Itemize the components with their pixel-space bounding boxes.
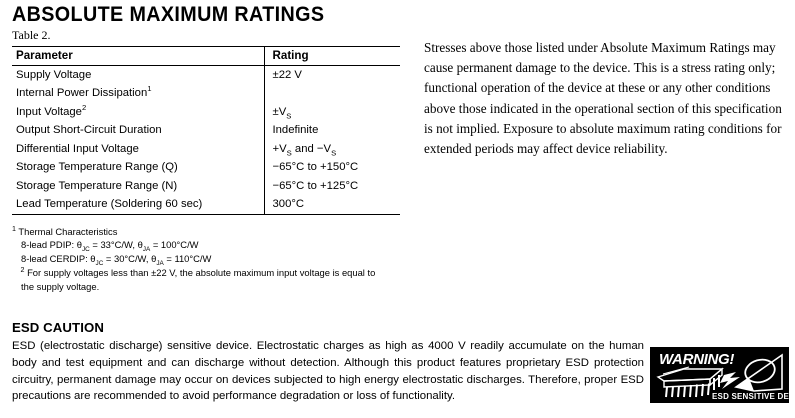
table-row: Differential Input Voltage +VS and −VS (12, 139, 400, 159)
esd-warning-icon: WARNING! (650, 347, 789, 403)
esd-caution-section: ESD CAUTION ESD (electrostatic discharge… (12, 320, 644, 405)
page-title: ABSOLUTE MAXIMUM RATINGS (12, 3, 325, 26)
footnote-reference: 1 (147, 84, 152, 94)
table-caption: Table 2. (12, 28, 51, 43)
footnotes: 1 Thermal Characteristics 8-lead PDIP: θ… (12, 225, 387, 294)
cell-rating: +VS and −VS (263, 139, 400, 159)
cell-rating (263, 84, 400, 103)
table-row: Storage Temperature Range (Q) −65°C to +1… (12, 158, 400, 177)
table-row: Internal Power Dissipation1 (12, 84, 400, 103)
footnote-reference: 2 (81, 103, 87, 113)
footnote-2-marker: 2 (20, 265, 25, 274)
footnote-1-marker: 1 (12, 224, 16, 233)
cell-rating: Indefinite (263, 121, 400, 140)
cell-rating: ±22 V (263, 65, 400, 85)
esd-caution-body: ESD (electrostatic discharge) sensitive … (12, 340, 644, 403)
cell-parameter: Supply Voltage (16, 68, 92, 81)
theta-subscript: JC (81, 246, 90, 254)
table-row: Input Voltage2 ±VS (12, 102, 400, 122)
esd-caution-heading: ESD CAUTION (12, 320, 104, 335)
warning-icon-label: WARNING! (659, 351, 734, 368)
cell-parameter: Output Short-Circuit Duration (16, 124, 162, 137)
column-header-rating: Rating (263, 45, 400, 66)
cell-parameter: Lead Temperature (Soldering 60 sec) (12, 195, 264, 215)
ratings-column: ABSOLUTE MAXIMUM RATINGS Table 2. Parame… (12, 3, 400, 294)
footnote-pdip: 8-lead PDIP: θJC = 33°C/W, θJA = 100°C/W (12, 238, 387, 254)
table-row: Lead Temperature (Soldering 60 sec) 300°C (12, 195, 400, 215)
cell-parameter: Storage Temperature Range (N) (16, 179, 178, 192)
cell-rating: ±VS (263, 102, 400, 122)
cell-rating: −65°C to +150°C (263, 158, 400, 177)
lightning-bolt-icon (720, 372, 740, 389)
table-row: Storage Temperature Range (N) −65°C to +1… (12, 176, 400, 196)
subscript-s: S (331, 148, 337, 158)
footnote-2-text: For supply voltages less than ±22 V, the… (21, 266, 376, 292)
footnote-pdip-text: 8-lead PDIP: θJC = 33°C/W, θJA = 100°C/W (21, 239, 199, 254)
cell-parameter: Internal Power Dissipation1 (16, 84, 152, 100)
stress-note-paragraph: Stresses above those listed under Absolu… (424, 40, 782, 156)
table-row: Supply Voltage ±22 V (12, 65, 400, 85)
footnote-2: 2 For supply voltages less than ±22 V, t… (12, 266, 387, 293)
footnote-1-title: 1 Thermal Characteristics (12, 225, 387, 239)
cell-rating: 300°C (263, 195, 400, 215)
column-header-parameter: Parameter (12, 45, 264, 66)
cell-parameter: Differential Input Voltage (16, 142, 139, 155)
absolute-maximum-ratings-table: Parameter Rating Supply Voltage ±22 V Inte… (12, 45, 400, 215)
theta-subscript: JC (95, 260, 104, 268)
footnote-cerdip: 8-lead CERDIP: θJC = 30°C/W, θJA = 110°C… (12, 252, 387, 268)
theta-subscript: JA (142, 246, 151, 254)
warning-icon-caption: ESD SENSITIVE DEVICE (712, 392, 789, 401)
table-header-row: Parameter Rating (12, 45, 400, 66)
footnote-cerdip-text: 8-lead CERDIP: θJC = 30°C/W, θJA = 110°C… (21, 253, 212, 268)
cell-parameter: Storage Temperature Range (Q) (16, 161, 178, 174)
theta-subscript: JA (156, 260, 164, 268)
footnote-1-title-text: Thermal Characteristics (18, 225, 118, 237)
table-row: Output Short-Circuit Duration Indefinite (12, 121, 400, 140)
ic-chip-icon (656, 366, 724, 398)
cell-parameter: Input Voltage2 (16, 103, 87, 118)
cell-rating: −65°C to +125°C (263, 176, 400, 196)
subscript-s: S (286, 148, 292, 158)
hand-cone-icon (734, 353, 783, 392)
subscript-s: S (286, 111, 292, 121)
